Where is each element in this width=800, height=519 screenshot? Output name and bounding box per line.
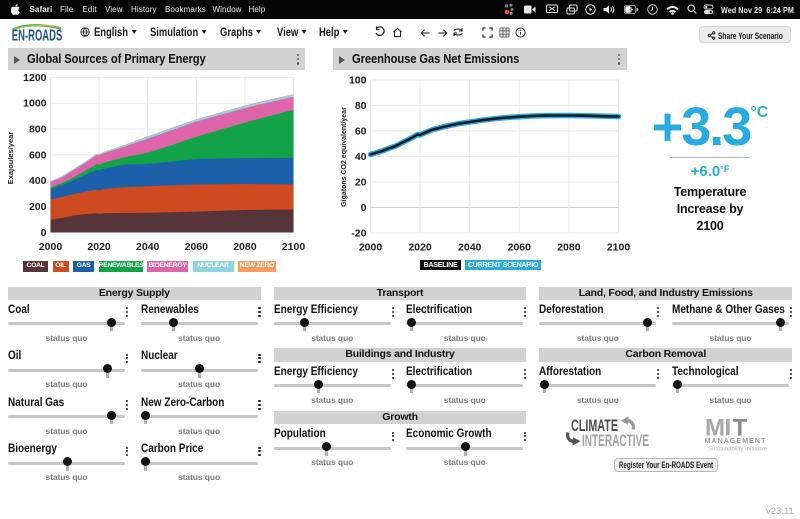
svg-text:2100: 2100 — [607, 241, 631, 251]
svg-text:Sustainability Initiative: Sustainability Initiative — [708, 447, 768, 453]
svg-text:2000: 2000 — [359, 241, 383, 251]
svg-text:80: 80 — [355, 100, 367, 112]
svg-text:40: 40 — [355, 151, 367, 163]
svg-text:1000: 1000 — [23, 98, 47, 110]
svg-text:0: 0 — [361, 202, 367, 214]
svg-text:INTERACTIVE: INTERACTIVE — [582, 432, 649, 449]
svg-text:2040: 2040 — [458, 241, 482, 251]
svg-text:100: 100 — [349, 74, 367, 86]
svg-text:2060: 2060 — [508, 241, 532, 251]
svg-text:200: 200 — [29, 201, 47, 213]
svg-text:EN-ROADS: EN-ROADS — [12, 28, 63, 45]
svg-text:CLIMATE: CLIMATE — [571, 417, 618, 435]
svg-text:2080: 2080 — [233, 241, 257, 251]
svg-text:400: 400 — [29, 175, 47, 187]
svg-text:60: 60 — [355, 125, 367, 137]
svg-text:T: T — [733, 415, 748, 442]
svg-text:1200: 1200 — [23, 72, 47, 84]
svg-text:2080: 2080 — [557, 241, 581, 251]
svg-text:-20: -20 — [351, 227, 366, 239]
svg-text:2060: 2060 — [185, 241, 209, 251]
svg-text:2100: 2100 — [282, 241, 305, 251]
svg-text:Exajoules/year: Exajoules/year — [8, 132, 15, 185]
svg-text:600: 600 — [29, 149, 47, 161]
svg-text:2020: 2020 — [87, 241, 111, 251]
svg-text:2020: 2020 — [408, 241, 432, 251]
svg-text:MANAGEMENT: MANAGEMENT — [705, 438, 767, 445]
svg-text:800: 800 — [29, 124, 47, 136]
svg-text:2040: 2040 — [136, 241, 160, 251]
svg-text:MI: MI — [705, 415, 731, 442]
svg-text:Gigatons CO2 equivalent/year: Gigatons CO2 equivalent/year — [341, 107, 348, 207]
svg-text:20: 20 — [355, 176, 367, 188]
svg-text:0: 0 — [41, 227, 47, 239]
svg-text:2000: 2000 — [39, 241, 63, 251]
